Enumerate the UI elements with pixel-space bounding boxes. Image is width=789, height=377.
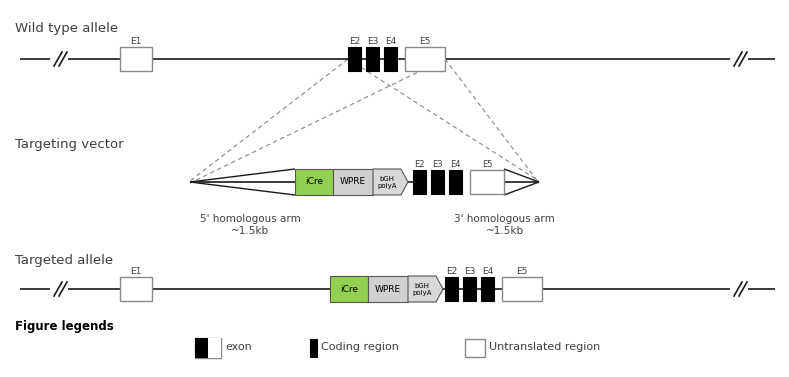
Text: Coding region: Coding region bbox=[321, 342, 399, 352]
Text: iCre: iCre bbox=[305, 178, 323, 187]
Polygon shape bbox=[373, 169, 408, 195]
Bar bbox=[348, 47, 361, 71]
Text: E5: E5 bbox=[482, 160, 492, 169]
Text: bGH: bGH bbox=[380, 176, 394, 182]
Bar bbox=[463, 277, 476, 301]
Bar bbox=[481, 277, 494, 301]
Bar bbox=[368, 276, 408, 302]
Text: E3: E3 bbox=[367, 37, 378, 46]
Bar bbox=[366, 47, 379, 71]
Text: Untranslated region: Untranslated region bbox=[489, 342, 600, 352]
Bar bbox=[465, 339, 485, 357]
Text: Targeted allele: Targeted allele bbox=[15, 254, 113, 267]
Bar bbox=[431, 170, 444, 194]
Text: E3: E3 bbox=[464, 267, 475, 276]
Text: E2: E2 bbox=[414, 160, 424, 169]
Bar bbox=[120, 47, 152, 71]
Text: E5: E5 bbox=[419, 37, 431, 46]
Text: polyA: polyA bbox=[412, 290, 432, 296]
Bar bbox=[405, 47, 445, 71]
Bar bbox=[195, 338, 208, 358]
Text: E4: E4 bbox=[482, 267, 493, 276]
Text: E3: E3 bbox=[432, 160, 443, 169]
Text: Figure legends: Figure legends bbox=[15, 320, 114, 333]
Text: E4: E4 bbox=[385, 37, 396, 46]
Text: Wild type allele: Wild type allele bbox=[15, 22, 118, 35]
Text: 5' homologous arm: 5' homologous arm bbox=[200, 214, 301, 224]
Bar bbox=[310, 339, 317, 357]
Bar bbox=[445, 277, 458, 301]
Text: 3' homologous arm: 3' homologous arm bbox=[454, 214, 555, 224]
Bar bbox=[413, 170, 426, 194]
Text: ~1.5kb: ~1.5kb bbox=[231, 226, 269, 236]
Text: bGH: bGH bbox=[414, 283, 429, 289]
Bar bbox=[120, 277, 152, 301]
Bar bbox=[470, 170, 504, 194]
Bar bbox=[208, 338, 221, 358]
Text: WPRE: WPRE bbox=[340, 178, 366, 187]
Bar bbox=[330, 276, 368, 302]
Text: E1: E1 bbox=[130, 267, 142, 276]
Text: exon: exon bbox=[225, 342, 252, 352]
Text: E2: E2 bbox=[349, 37, 360, 46]
Text: ~1.5kb: ~1.5kb bbox=[485, 226, 524, 236]
Text: E2: E2 bbox=[446, 267, 457, 276]
Polygon shape bbox=[408, 276, 443, 302]
Text: E1: E1 bbox=[130, 37, 142, 46]
Text: iCre: iCre bbox=[340, 285, 358, 294]
Text: E4: E4 bbox=[451, 160, 461, 169]
Bar bbox=[333, 169, 373, 195]
Bar bbox=[295, 169, 333, 195]
Text: polyA: polyA bbox=[377, 183, 397, 189]
Bar bbox=[195, 338, 221, 358]
Bar bbox=[384, 47, 397, 71]
Bar bbox=[449, 170, 462, 194]
Text: WPRE: WPRE bbox=[375, 285, 401, 294]
Text: Targeting vector: Targeting vector bbox=[15, 138, 124, 151]
Bar bbox=[502, 277, 542, 301]
Text: E5: E5 bbox=[516, 267, 528, 276]
